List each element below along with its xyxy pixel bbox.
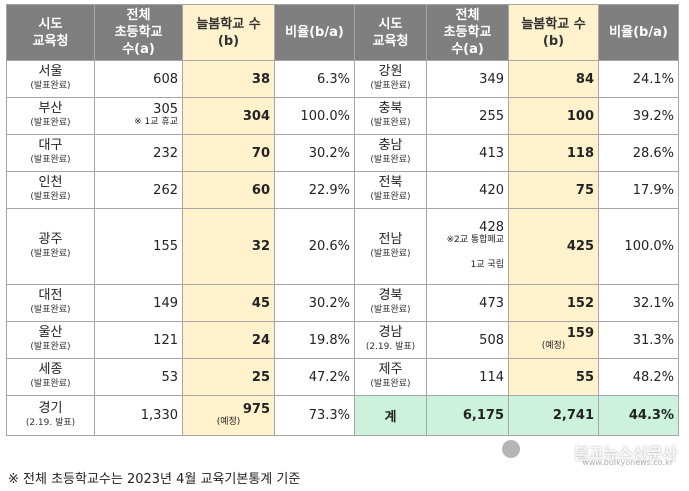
count-cell: 304 — [182, 97, 275, 135]
region-cell: 광주 (발표완료) — [6, 208, 95, 285]
count-cell: 45 — [182, 284, 275, 322]
table-row: 서울 (발표완료) 608 38 6.3% 강원 (발표완료) 349 84 24.… — [6, 60, 679, 98]
total-cell: 262 — [94, 171, 183, 209]
total-cell: 1,330 — [94, 395, 183, 436]
count-cell: 32 — [182, 208, 275, 285]
header-count-2: 늘봄학교 수 (b) — [508, 4, 599, 61]
region-cell: 전북 (발표완료) — [354, 171, 427, 209]
count-cell: 975 (예정) — [182, 395, 275, 436]
count-cell: 38 — [182, 60, 275, 98]
region-cell: 전남 (발표완료) — [354, 208, 427, 285]
ratio-cell: 48.2% — [598, 358, 679, 396]
ratio-cell: 32.1% — [598, 284, 679, 322]
region-cell: 경남 (2.19. 발표) — [354, 321, 427, 359]
table-row: 인천 (발표완료) 262 60 22.9% 전북 (발표완료) 420 75 17… — [6, 171, 679, 209]
total-cell: 508 — [426, 321, 509, 359]
total-cell: 413 — [426, 134, 509, 172]
total-cell: 155 — [94, 208, 183, 285]
total-cell: 473 — [426, 284, 509, 322]
region-cell: 세종 (발표완료) — [6, 358, 95, 396]
ratio-cell: 28.6% — [598, 134, 679, 172]
region-cell: 강원 (발표완료) — [354, 60, 427, 98]
total-cell: 232 — [94, 134, 183, 172]
header-total: 전체 초등학교 수(a) — [94, 4, 183, 61]
table-row: 울산 (발표완료) 121 24 19.8% 경남 (2.19. 발표) 508 1… — [6, 321, 679, 359]
count-cell: 60 — [182, 171, 275, 209]
sum-label: 계 — [354, 395, 427, 436]
header-count: 늘봄학교 수 (b) — [182, 4, 275, 61]
region-cell: 경기 (2.19. 발표) — [6, 395, 95, 436]
table-row: 대전 (발표완료) 149 45 30.2% 경북 (발표완료) 473 152 3… — [6, 284, 679, 322]
total-cell: 121 — [94, 321, 183, 359]
ratio-cell: 30.2% — [274, 284, 355, 322]
table-row: 세종 (발표완료) 53 25 47.2% 제주 (발표완료) 114 55 48.… — [6, 358, 679, 396]
region-cell: 부산 (발표완료) — [6, 97, 95, 135]
count-cell: 100 — [508, 97, 599, 135]
header-total-2: 전체 초등학교 수(a) — [426, 4, 509, 61]
count-cell: 425 — [508, 208, 599, 285]
total-cell: 420 — [426, 171, 509, 209]
table-row: 대구 (발표완료) 232 70 30.2% 충남 (발표완료) 413 118 2… — [6, 134, 679, 172]
total-cell: 149 — [94, 284, 183, 322]
region-cell: 충북 (발표완료) — [354, 97, 427, 135]
header-ratio: 비율(b/a) — [274, 4, 355, 61]
count-cell: 24 — [182, 321, 275, 359]
total-cell: 608 — [94, 60, 183, 98]
table-row: 경기 (2.19. 발표) 1,330 975 (예정) 73.3% 계 6,175… — [6, 395, 679, 436]
total-cell: 255 — [426, 97, 509, 135]
count-cell: 70 — [182, 134, 275, 172]
total-cell: 53 — [94, 358, 183, 396]
count-cell: 84 — [508, 60, 599, 98]
header-region: 시도 교육청 — [6, 4, 95, 61]
table-row: 광주 (발표완료) 155 32 20.6% 전남 (발표완료) 428 ※2교 통합… — [6, 208, 679, 285]
ratio-cell: 6.3% — [274, 60, 355, 98]
header-ratio-2: 비율(b/a) — [598, 4, 679, 61]
region-cell: 서울 (발표완료) — [6, 60, 95, 98]
sum-ratio: 44.3% — [598, 395, 679, 436]
total-cell: 114 — [426, 358, 509, 396]
watermark-text: 불교뉴스신문사 — [573, 444, 677, 463]
region-cell: 인천 (발표완료) — [6, 171, 95, 209]
count-cell: 25 — [182, 358, 275, 396]
footnote: ※ 전체 초등학교수는 2023년 4월 교육기본통계 기준 — [8, 472, 301, 487]
watermark-logo-icon — [502, 440, 520, 458]
count-cell: 55 — [508, 358, 599, 396]
ratio-cell: 20.6% — [274, 208, 355, 285]
ratio-cell: 22.9% — [274, 171, 355, 209]
total-cell: 349 — [426, 60, 509, 98]
school-stats-table: 시도 교육청 전체 초등학교 수(a) 늘봄학교 수 (b) 비율(b/a) 시도 교육청… — [6, 4, 679, 436]
region-cell: 울산 (발표완료) — [6, 321, 95, 359]
ratio-cell: 39.2% — [598, 97, 679, 135]
region-cell: 대전 (발표완료) — [6, 284, 95, 322]
ratio-cell: 24.1% — [598, 60, 679, 98]
ratio-cell: 100.0% — [598, 208, 679, 285]
region-cell: 경북 (발표완료) — [354, 284, 427, 322]
total-cell: 428 ※2교 통합폐교 1교 국립 — [426, 208, 509, 285]
ratio-cell: 19.8% — [274, 321, 355, 359]
total-cell: 305 ※ 1교 휴교 — [94, 97, 183, 135]
count-cell: 75 — [508, 171, 599, 209]
count-cell: 159 (예정) — [508, 321, 599, 359]
sum-total: 6,175 — [426, 395, 509, 436]
ratio-cell: 30.2% — [274, 134, 355, 172]
header-row: 시도 교육청 전체 초등학교 수(a) 늘봄학교 수 (b) 비율(b/a) 시도 교육청… — [6, 4, 679, 61]
header-region-2: 시도 교육청 — [354, 4, 427, 61]
sum-count: 2,741 — [508, 395, 599, 436]
count-cell: 118 — [508, 134, 599, 172]
region-cell: 충남 (발표완료) — [354, 134, 427, 172]
count-cell: 152 — [508, 284, 599, 322]
ratio-cell: 100.0% — [274, 97, 355, 135]
ratio-cell: 17.9% — [598, 171, 679, 209]
region-cell: 대구 (발표완료) — [6, 134, 95, 172]
watermark-url: www.bulkyonews.co.kr — [582, 458, 673, 467]
ratio-cell: 73.3% — [274, 395, 355, 436]
region-cell: 제주 (발표완료) — [354, 358, 427, 396]
table-row: 부산 (발표완료) 305 ※ 1교 휴교 304 100.0% 충북 (발표완료) … — [6, 97, 679, 135]
ratio-cell: 47.2% — [274, 358, 355, 396]
ratio-cell: 31.3% — [598, 321, 679, 359]
